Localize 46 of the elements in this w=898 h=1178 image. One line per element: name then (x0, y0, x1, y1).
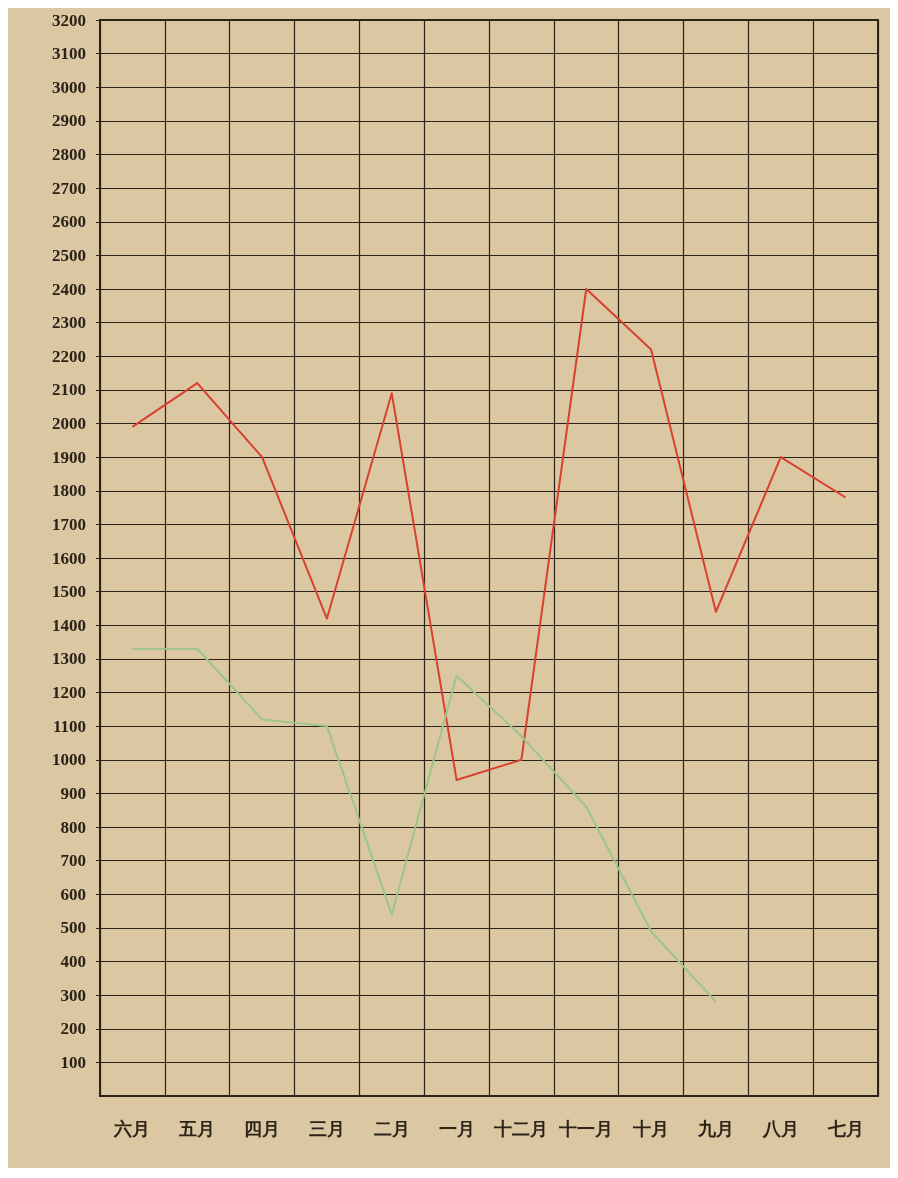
y-tick-label: 2200 (52, 346, 86, 366)
y-tick-label: 2500 (52, 245, 86, 265)
y-tick-label: 1800 (52, 481, 86, 501)
x-tick-label: 九月 (696, 1119, 734, 1139)
y-tick-label: 200 (60, 1019, 86, 1039)
y-tick-label: 1700 (52, 514, 86, 534)
line-series (131, 647, 717, 1003)
y-tick-label: 1200 (52, 683, 86, 702)
y-tick-label: 1100 (52, 716, 86, 736)
y-tick-label: 2100 (52, 380, 86, 400)
y-tick-label: 2000 (52, 414, 86, 433)
x-tick-label: 三月 (308, 1119, 345, 1139)
y-tick-label: 900 (60, 783, 86, 803)
y-tick-label: 2800 (52, 145, 86, 164)
y-tick-label: 1400 (52, 615, 86, 635)
line-series (131, 288, 847, 781)
x-tick-label: 十月 (632, 1119, 670, 1139)
x-tick-label: 七月 (826, 1119, 864, 1139)
y-tick-label: 1900 (52, 447, 86, 467)
y-tick-label: 2300 (52, 313, 86, 333)
y-tick-label: 3000 (52, 77, 86, 97)
x-tick-label: 八月 (761, 1119, 799, 1139)
y-tick-label: 1600 (52, 548, 86, 568)
y-tick-label: 100 (60, 1052, 86, 1072)
x-tick-label: 一月 (438, 1119, 475, 1139)
x-tick-label: 二月 (373, 1119, 410, 1139)
y-tick-label: 300 (60, 985, 86, 1005)
y-tick-label: 3100 (52, 44, 86, 64)
y-tick-label: 700 (60, 851, 86, 871)
y-tick-label: 800 (60, 817, 86, 837)
x-tick-label: 六月 (113, 1119, 151, 1139)
x-tick-label: 五月 (178, 1119, 216, 1139)
y-tick-label: 2700 (52, 178, 86, 198)
x-tick-label: 四月 (244, 1119, 281, 1139)
y-tick-label: 500 (60, 918, 86, 938)
y-tick-label: 1300 (52, 649, 86, 669)
y-tick-label: 3200 (52, 10, 86, 30)
y-tick-label: 2400 (52, 279, 86, 299)
y-tick-label: 2900 (52, 111, 86, 131)
x-tick-label: 十二月 (493, 1119, 549, 1139)
y-tick-label: 600 (60, 884, 86, 904)
y-tick-label: 1000 (52, 750, 86, 770)
y-tick-label: 2600 (52, 212, 86, 232)
y-tick-label: 400 (60, 952, 86, 971)
y-tick-label: 1500 (52, 582, 86, 602)
x-tick-label: 十一月 (558, 1119, 614, 1139)
